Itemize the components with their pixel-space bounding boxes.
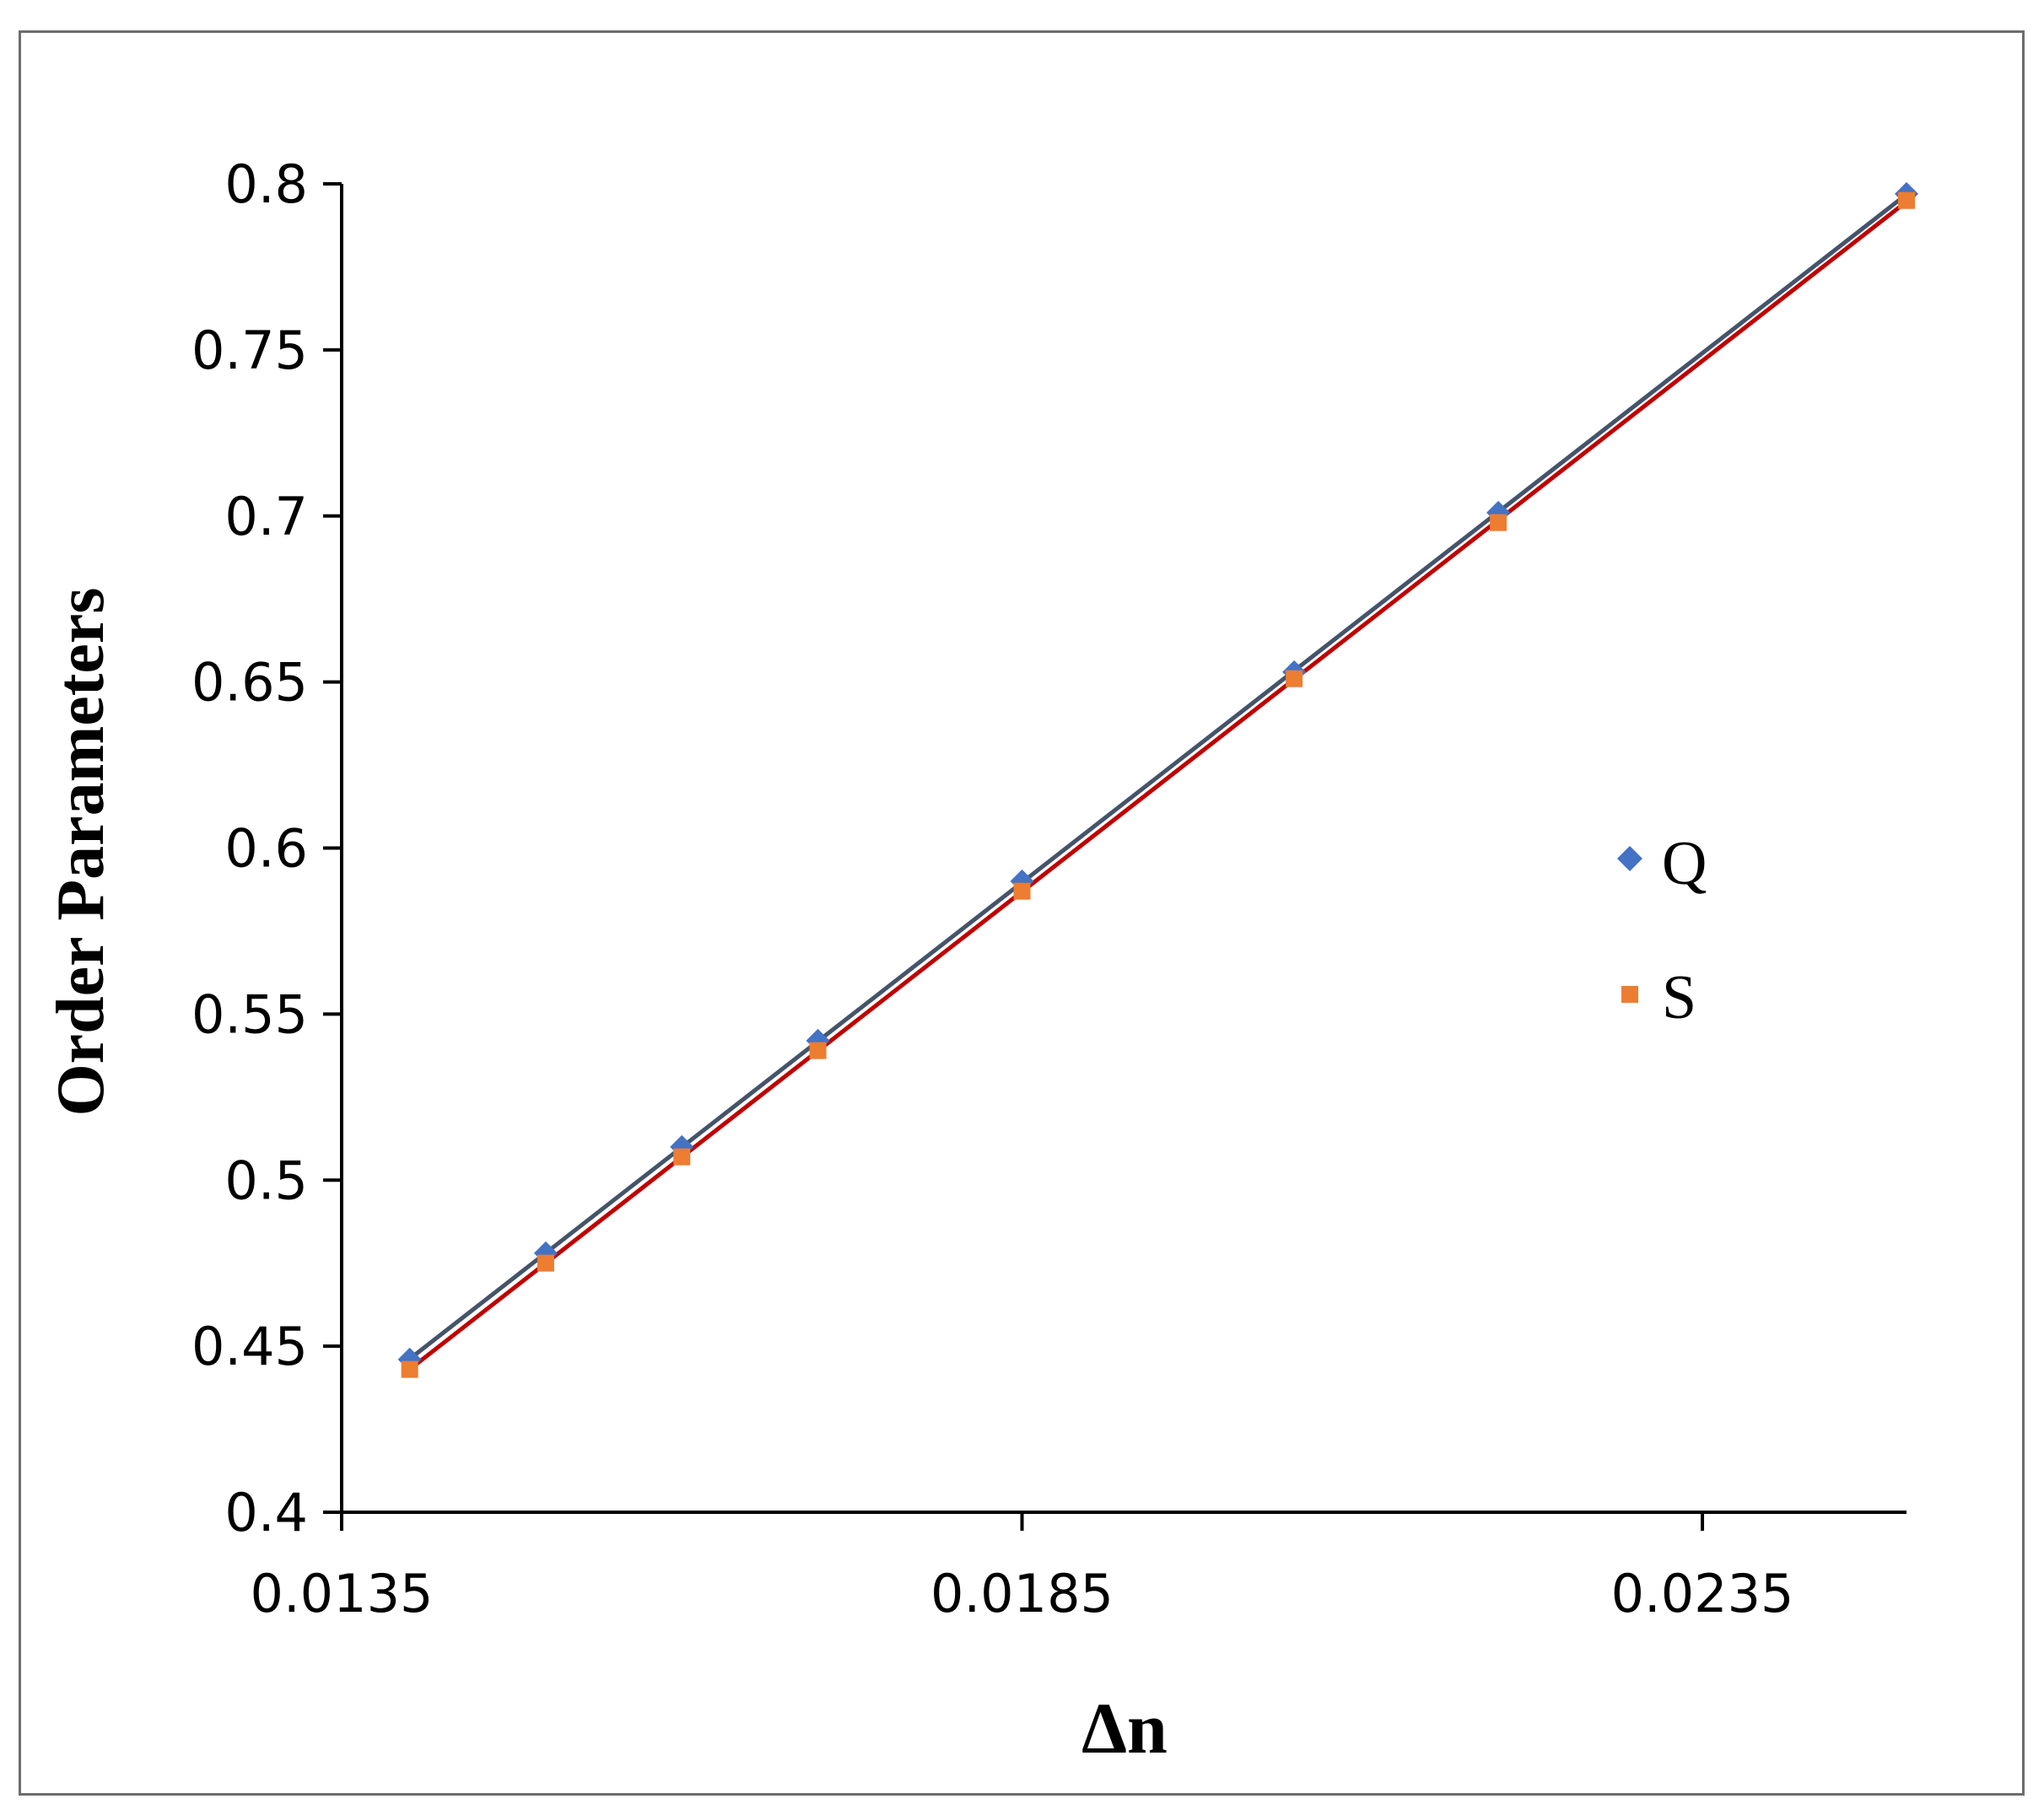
y-tick-label: 0.4: [224, 1482, 308, 1543]
y-tick-label: 0.6: [224, 818, 308, 880]
point-s: [537, 1254, 554, 1272]
trendline-s: [408, 200, 1908, 1371]
y-tick-label: 0.45: [191, 1316, 308, 1377]
x-ticks: 0.0135 0.0185 0.0235: [251, 1512, 1794, 1624]
point-s: [401, 1360, 418, 1378]
legend-label-q: Q: [1662, 829, 1707, 898]
y-tick-label: 0.5: [224, 1150, 308, 1211]
x-tick-label: 0.0235: [1611, 1563, 1794, 1624]
y-tick-label: 0.7: [224, 486, 308, 547]
y-axis-title: Order Parameters: [44, 587, 118, 1116]
trendline-q: [408, 192, 1908, 1361]
chart-frame: [19, 30, 2025, 1796]
data-points: [397, 181, 1918, 1378]
legend-marker-q: [1617, 846, 1642, 871]
legend-label-s: S: [1662, 963, 1696, 1032]
y-tick-label: 0.8: [224, 153, 308, 215]
trendlines: [408, 192, 1908, 1371]
point-s: [1490, 514, 1507, 531]
y-tick-label: 0.55: [191, 983, 308, 1045]
point-s: [1013, 882, 1031, 900]
legend: Q S: [1617, 829, 1707, 1032]
y-ticks: 0.4 0.45 0.5 0.55 0.6 0.65 0.7 0.75 0.8: [191, 153, 342, 1543]
point-s: [673, 1148, 691, 1166]
x-tick-label: 0.0185: [930, 1563, 1114, 1624]
legend-marker-s: [1621, 986, 1638, 1003]
x-tick-label: 0.0135: [251, 1563, 434, 1624]
point-s: [809, 1042, 827, 1059]
point-s: [1286, 670, 1303, 687]
y-tick-label: 0.65: [191, 652, 308, 714]
y-tick-label: 0.75: [191, 320, 308, 381]
point-s: [1898, 191, 1915, 209]
x-axis-title: Δn: [1081, 1688, 1168, 1769]
